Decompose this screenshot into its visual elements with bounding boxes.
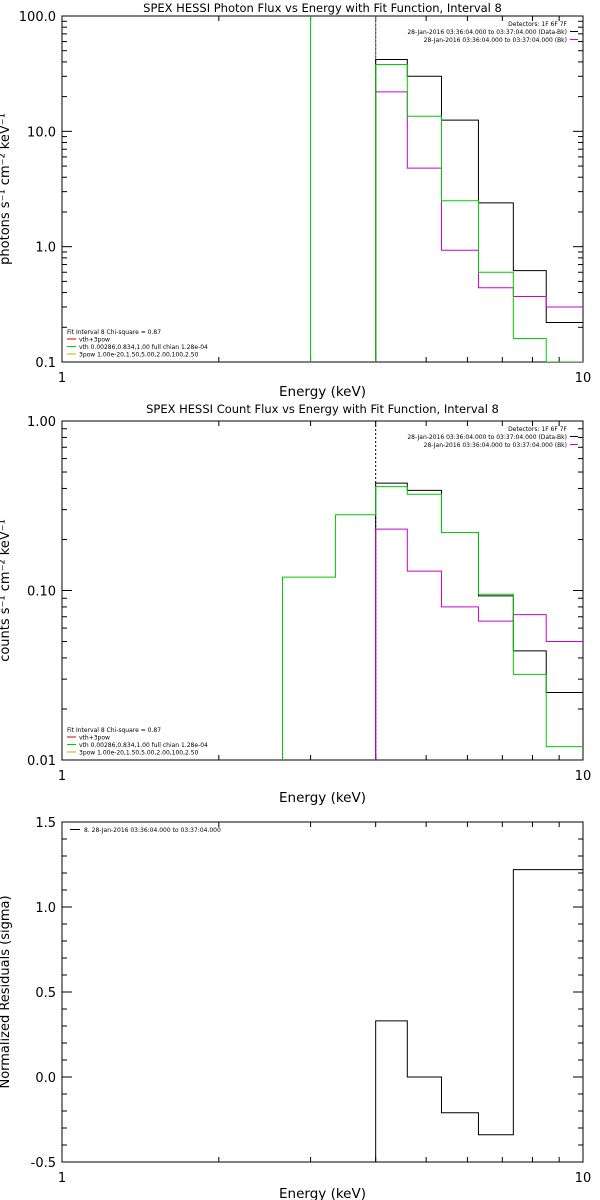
legend-entry: vth+3pow	[79, 735, 110, 742]
legend-entry: 28-Jan-2016 03:36:04.000 to 03:37:04.000…	[407, 29, 567, 36]
plot-area	[375, 58, 583, 362]
y-tick-label: 0.5	[35, 986, 56, 1001]
y-tick-label: -0.5	[31, 1156, 56, 1171]
y-tick-label: 1.5	[35, 816, 56, 831]
y-tick-label: 0.01	[27, 754, 56, 769]
plot-area	[282, 482, 583, 760]
y-tick-label: 1.00	[27, 415, 56, 430]
y-axis-label: Normalized Residuals (sigma)	[0, 895, 13, 1088]
legend-entry: 28-Jan-2016 03:36:04.000 to 03:37:04.000…	[407, 434, 567, 441]
chart-title: SPEX HESSI Photon Flux vs Energy with Fi…	[143, 1, 502, 15]
y-tick-label: 100.0	[19, 10, 56, 25]
y-tick-label: 10.0	[27, 125, 56, 140]
legend-entry: Detectors: 1F 6F 7F	[508, 426, 567, 433]
legend-entry: vth+3pow	[79, 337, 110, 344]
y-axis-label: photons s⁻¹ cm⁻² keV⁻¹	[0, 113, 13, 265]
x-tick-label: 1	[58, 1171, 66, 1186]
x-tick-label: 1	[58, 371, 66, 386]
y-tick-label: 1.0	[35, 901, 56, 916]
chart-panel-1: SPEX HESSI Photon Flux vs Energy with Fi…	[0, 1, 591, 400]
series-0-step-line	[375, 58, 583, 362]
chart-panel-2: SPEX HESSI Count Flux vs Energy with Fit…	[0, 402, 591, 806]
x-tick-label: 10	[575, 371, 592, 386]
legend-entry: Fit Interval 8 Chi-square = 0.87	[67, 727, 161, 734]
legend-entry: 28-Jan-2016 03:36:04.000 to 03:37:04.000…	[424, 37, 567, 44]
series-0-step-line	[375, 869, 583, 1162]
legend-entry: Detectors: 1F 6F 7F	[508, 21, 567, 28]
x-tick-label: 1	[58, 769, 66, 784]
x-axis-label: Energy (keV)	[279, 384, 366, 400]
chart-panel-3: 1 10 -0.5 0.0 0.5 1.0 1.5 Energy (keV) Normalize…	[0, 816, 591, 1200]
series-2-step-line	[375, 63, 583, 362]
legend-entry: 28-Jan-2016 03:36:04.000 to 03:37:04.000…	[424, 442, 567, 449]
plot-frame	[61, 420, 584, 761]
y-tick-label: 0.0	[35, 1071, 56, 1086]
plot-area	[375, 869, 583, 1162]
series-1-step-line	[375, 91, 583, 362]
y-tick-label: 1.0	[35, 241, 56, 256]
chart-title: SPEX HESSI Count Flux vs Energy with Fit…	[146, 402, 499, 416]
legend-entry: 3pow 1.00e-20,1.50,5.00,2.00,100,2.50	[79, 352, 199, 359]
legend-entry: vth 0.00286,0.834,1.00 full chian 1.28e-…	[79, 742, 208, 749]
plot-frame	[61, 15, 584, 363]
legend-entry: Fit Interval 8 Chi-square = 0.87	[67, 329, 161, 336]
plot-frame	[61, 821, 584, 1163]
series-2-step-line	[282, 486, 583, 760]
legend-entry: vth 0.00286,0.834,1.00 full chian 1.28e-…	[79, 344, 208, 351]
x-axis-label: Energy (keV)	[279, 1186, 366, 1200]
x-tick-label: 10	[575, 769, 592, 784]
y-tick-label: 0.10	[27, 585, 56, 600]
x-axis-label: Energy (keV)	[279, 790, 366, 806]
series-1-step-line	[375, 528, 583, 760]
legend-entry: 3pow 1.00e-20,1.50,5.00,2.00,100,2.50	[79, 750, 199, 757]
x-tick-label: 10	[575, 1171, 592, 1186]
legend-entry: 8. 28-Jan-2016 03:36:04.000 to 03:37:04.…	[84, 827, 221, 834]
y-tick-label: 0.1	[35, 356, 56, 371]
y-axis-label: counts s⁻¹ cm⁻² keV⁻¹	[0, 519, 13, 662]
